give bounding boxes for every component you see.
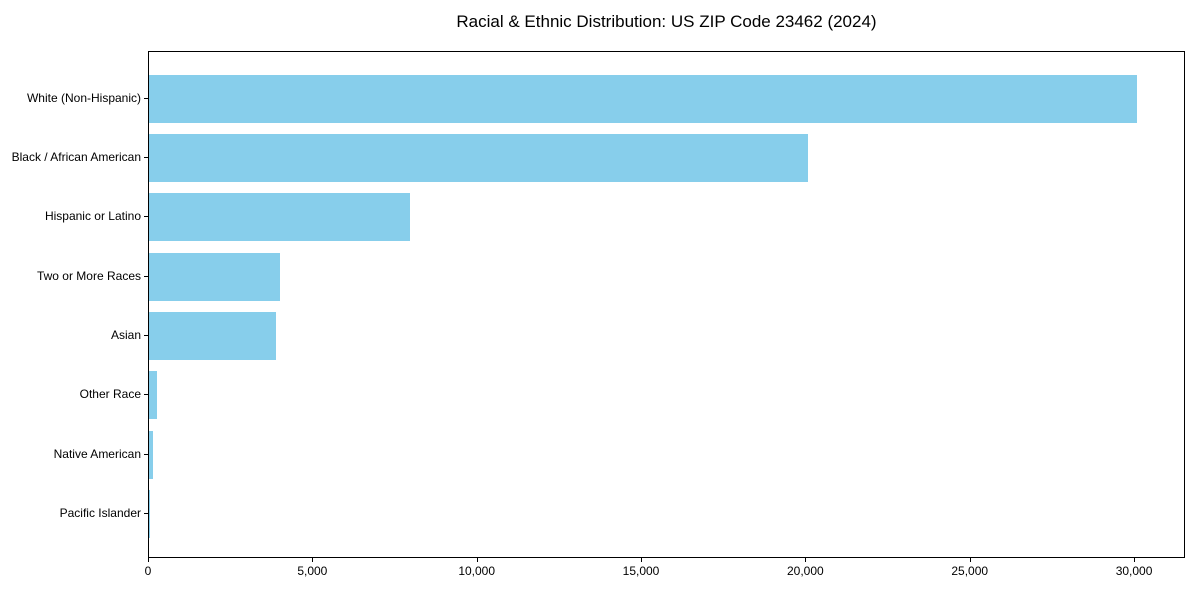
chart-title: Racial & Ethnic Distribution: US ZIP Cod… [456,12,877,31]
bar-native-american [149,430,153,479]
plot-area [148,51,1185,558]
x-axis-tick-label-20000: 20,000 [787,564,824,578]
x-tick-mark [1134,558,1136,562]
y-tick-mark [144,97,148,99]
y-axis-label-native-american: Native American [53,446,141,461]
bar-white-non-hispanic [149,74,1137,123]
x-axis-tick-label-10000: 10,000 [458,564,496,578]
y-tick-mark [144,334,148,336]
x-axis-tick-label-15000: 15,000 [622,564,660,578]
x-tick-mark [476,558,478,562]
x-axis-tick-label-30000: 30,000 [1115,564,1153,578]
bar-hispanic-or-latino [149,193,411,242]
bar-pacific-islander [149,490,151,538]
y-tick-mark [144,156,148,158]
y-tick-mark [144,216,148,218]
bar-asian [149,311,276,360]
y-tick-mark [144,513,148,514]
y-axis-label-black-african-american: Black / African American [11,149,141,164]
x-axis-tick-label-0: 0 [144,564,152,578]
x-tick-mark [805,558,807,562]
x-tick-mark [312,558,314,562]
y-axis-label-white-non-hispanic: White (Non-Hispanic) [26,90,141,105]
y-axis-label-hispanic-or-latino: Hispanic or Latino [44,209,141,224]
y-tick-mark [144,275,148,277]
bar-black-african-american [149,133,808,182]
y-tick-mark [144,394,148,396]
y-axis-label-other-race: Other Race [79,387,141,402]
y-axis-label-two-or-more-races: Two or More Races [36,268,141,283]
x-tick-mark [148,558,149,562]
x-tick-mark [969,558,971,562]
bar-two-or-more-races [149,252,281,301]
x-axis-tick-label-5000: 5,000 [297,564,328,578]
y-axis-label-asian: Asian [110,327,141,342]
y-tick-mark [144,453,148,455]
bar-other-race [149,371,157,420]
x-tick-mark [641,558,643,562]
x-axis-tick-label-25000: 25,000 [951,564,989,578]
y-axis-label-pacific-islander: Pacific Islander [59,506,141,520]
